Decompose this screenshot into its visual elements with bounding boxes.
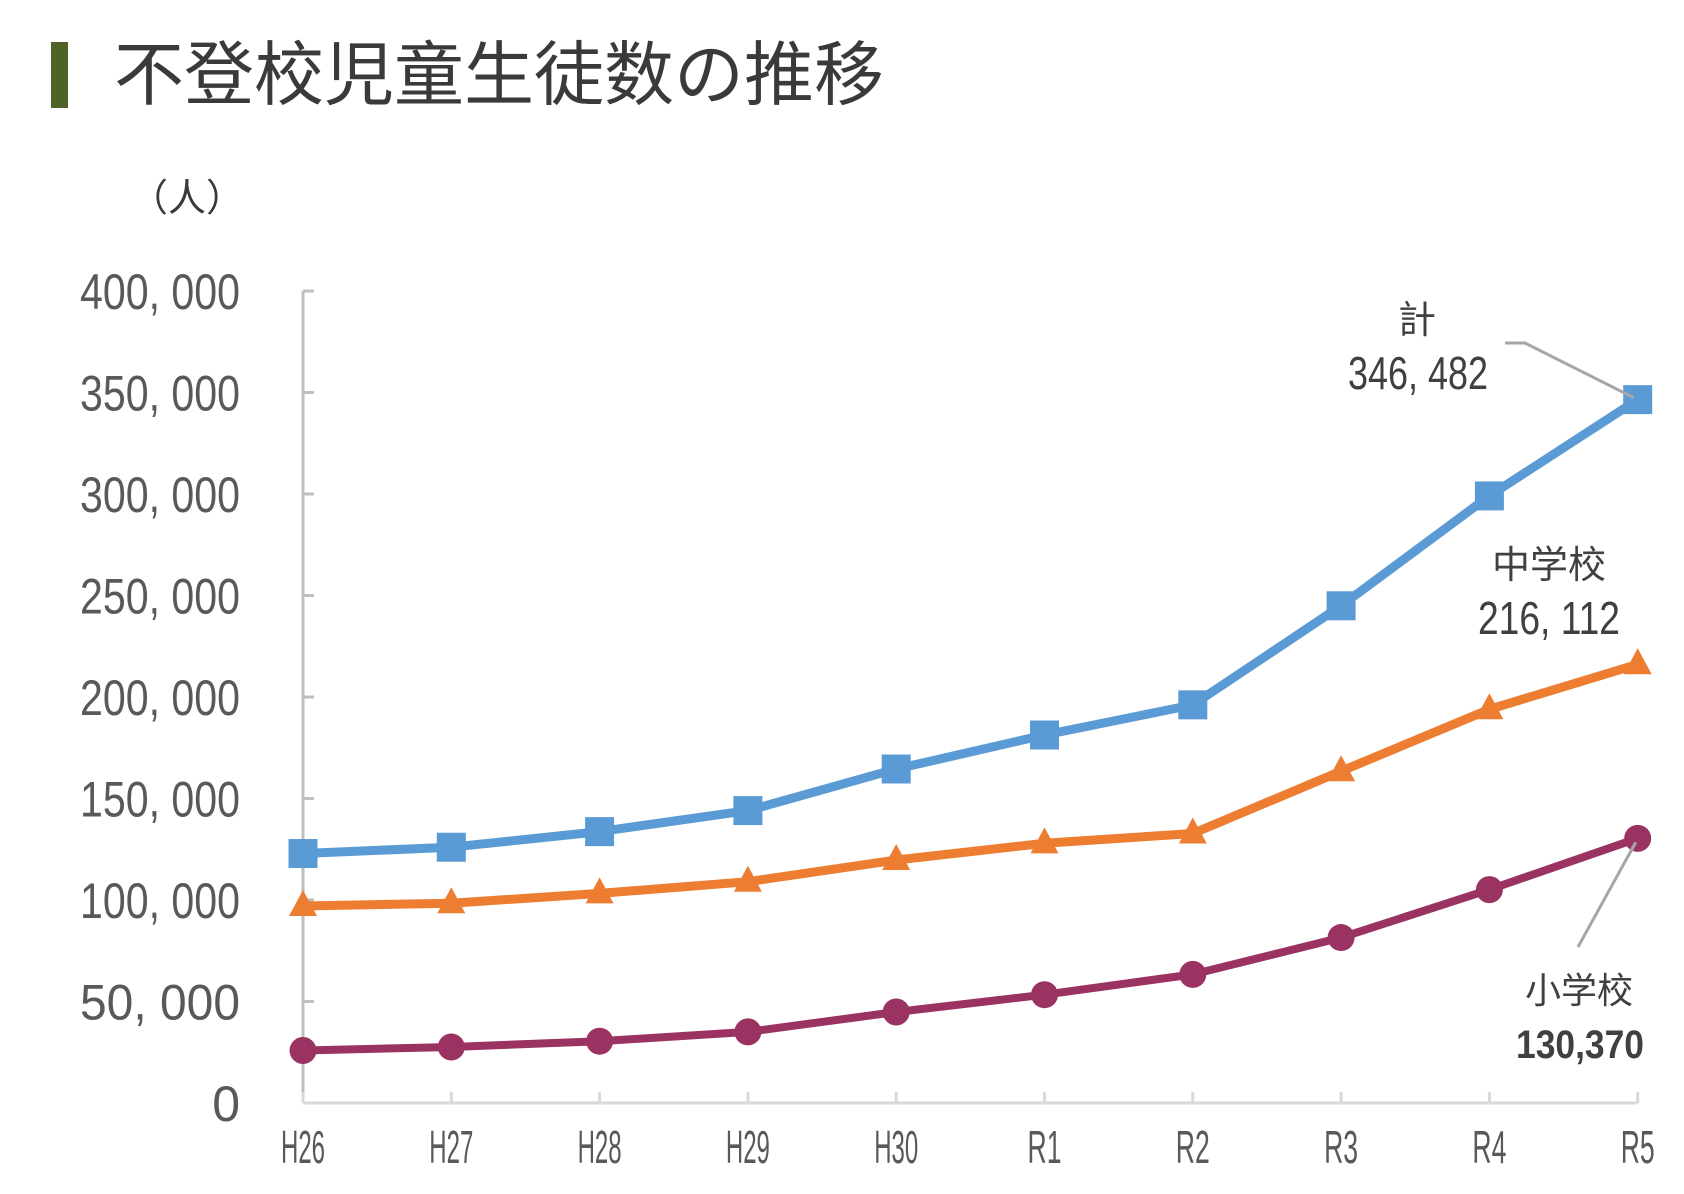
- data-point-elementary: [1179, 960, 1207, 988]
- data-point-elementary: [437, 1033, 465, 1061]
- data-point-junior_high: [1475, 693, 1504, 720]
- data-point-total: [436, 832, 466, 862]
- y-tick-label: 350, 000: [80, 366, 240, 422]
- leader-line-elementary: [1576, 841, 1638, 948]
- data-point-total: [1326, 591, 1356, 621]
- chart-title: 不登校児童生徒数の推移: [114, 34, 884, 116]
- data-point-total: [585, 817, 615, 847]
- data-point-junior_high: [733, 865, 762, 892]
- label-elementary-name: 小学校: [1525, 970, 1633, 1011]
- y-tick-label: 100, 000: [80, 873, 240, 929]
- data-point-total: [881, 754, 911, 784]
- y-tick-label: 400, 000: [80, 264, 240, 320]
- x-tick-label: H30: [874, 1121, 918, 1173]
- y-axis-unit-label: （人）: [130, 176, 245, 220]
- data-point-elementary: [1327, 924, 1355, 952]
- data-point-junior_high: [437, 887, 466, 914]
- data-point-elementary: [1031, 981, 1058, 1009]
- data-point-total: [1178, 690, 1208, 720]
- data-point-junior_high: [1623, 648, 1652, 675]
- series-group: [288, 385, 1653, 1064]
- data-point-elementary: [734, 1018, 762, 1046]
- x-tick-label: R2: [1176, 1121, 1210, 1173]
- y-tick-label: 300, 000: [80, 467, 240, 523]
- y-tick-label: 0: [212, 1076, 240, 1132]
- x-tick-label: H28: [578, 1121, 622, 1173]
- y-tick-label: 150, 000: [80, 772, 240, 828]
- title-accent-bar: [51, 42, 68, 108]
- data-point-elementary: [289, 1036, 317, 1064]
- x-axis-tick-labels: H26 H27 H28 H29 H30 R1 R2 R3 R4 R5: [281, 1121, 1655, 1173]
- axes: [301, 289, 1640, 1105]
- x-tick-label: H27: [429, 1121, 473, 1173]
- data-point-junior_high: [1178, 817, 1207, 844]
- label-total-value: 346, 482: [1348, 347, 1488, 399]
- annotations: 計 346, 482 中学校 216, 112 小学校 130,370: [1348, 300, 1644, 1067]
- x-tick-label: H29: [726, 1121, 770, 1173]
- data-point-junior_high: [1327, 755, 1356, 782]
- leader-line-total: [1505, 341, 1635, 399]
- series-line-total: [302, 395, 1641, 858]
- x-tick-label: R4: [1472, 1121, 1506, 1173]
- y-tick-label: 200, 000: [80, 670, 240, 726]
- data-point-elementary: [1475, 876, 1503, 904]
- y-tick-label: 250, 000: [80, 569, 240, 625]
- y-tick-label: 50, 000: [80, 975, 240, 1031]
- series-total: [288, 385, 1653, 869]
- data-point-junior_high: [882, 844, 911, 871]
- label-total-name: 計: [1398, 300, 1436, 342]
- data-point-elementary: [1624, 824, 1652, 852]
- x-tick-label: R3: [1324, 1121, 1358, 1173]
- data-point-junior_high: [1030, 827, 1059, 854]
- x-tick-label: R1: [1028, 1121, 1062, 1173]
- series-junior_high: [289, 648, 1652, 917]
- series-line-junior_high: [302, 659, 1640, 911]
- data-point-total: [1030, 720, 1059, 750]
- label-elementary-value: 130,370: [1516, 1023, 1644, 1067]
- data-point-total: [1474, 481, 1504, 511]
- data-point-total: [288, 839, 318, 869]
- data-point-elementary: [882, 998, 910, 1026]
- data-point-elementary: [586, 1027, 614, 1055]
- label-junior-high-name: 中学校: [1492, 545, 1606, 587]
- label-junior-high-value: 216, 112: [1478, 592, 1620, 644]
- data-point-total: [733, 796, 763, 826]
- series-elementary: [289, 824, 1652, 1064]
- x-tick-label: H26: [281, 1121, 325, 1173]
- y-axis-tick-labels: 0 50, 000 100, 000 150, 000 200, 000 250, 000…: [80, 264, 240, 1132]
- series-line-elementary: [302, 834, 1640, 1055]
- x-tick-label: R5: [1621, 1121, 1655, 1173]
- data-point-total: [1623, 385, 1653, 415]
- data-point-junior_high: [289, 890, 317, 917]
- data-point-junior_high: [585, 877, 614, 904]
